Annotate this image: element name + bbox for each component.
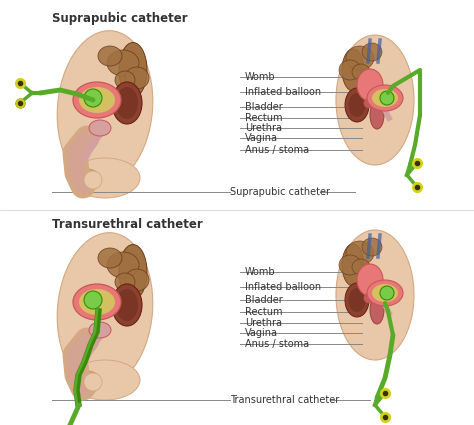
- Ellipse shape: [98, 248, 122, 268]
- Ellipse shape: [119, 42, 147, 97]
- Ellipse shape: [362, 238, 382, 256]
- Ellipse shape: [336, 230, 414, 360]
- Ellipse shape: [89, 120, 111, 136]
- Ellipse shape: [70, 158, 140, 198]
- Ellipse shape: [116, 289, 138, 321]
- Ellipse shape: [352, 259, 370, 275]
- Ellipse shape: [73, 169, 101, 191]
- Ellipse shape: [57, 31, 153, 185]
- Ellipse shape: [112, 284, 142, 326]
- Ellipse shape: [125, 269, 149, 291]
- Ellipse shape: [70, 360, 140, 400]
- Circle shape: [84, 89, 102, 107]
- Text: Vagina: Vagina: [245, 328, 278, 338]
- Ellipse shape: [336, 35, 414, 165]
- Ellipse shape: [115, 71, 135, 89]
- Ellipse shape: [115, 273, 135, 291]
- Ellipse shape: [79, 87, 115, 113]
- Ellipse shape: [346, 46, 374, 70]
- Text: Transurethral catheter: Transurethral catheter: [230, 395, 339, 405]
- Ellipse shape: [364, 98, 376, 108]
- Ellipse shape: [352, 64, 370, 80]
- Ellipse shape: [73, 82, 121, 118]
- Ellipse shape: [348, 93, 365, 117]
- Text: Anus / stoma: Anus / stoma: [245, 339, 309, 349]
- Circle shape: [380, 91, 394, 105]
- Ellipse shape: [348, 288, 365, 312]
- Text: Inflated balloon: Inflated balloon: [245, 282, 321, 292]
- Ellipse shape: [98, 46, 122, 66]
- Ellipse shape: [79, 289, 115, 315]
- Ellipse shape: [116, 87, 138, 119]
- Ellipse shape: [372, 89, 398, 107]
- Ellipse shape: [339, 60, 361, 80]
- Ellipse shape: [345, 88, 369, 122]
- Ellipse shape: [357, 264, 383, 296]
- Ellipse shape: [342, 244, 364, 286]
- Text: Womb: Womb: [245, 72, 275, 82]
- Text: Transurethral catheter: Transurethral catheter: [52, 218, 203, 231]
- Ellipse shape: [364, 293, 376, 303]
- Ellipse shape: [73, 371, 101, 393]
- Ellipse shape: [73, 284, 121, 320]
- Circle shape: [84, 373, 102, 391]
- Text: Urethra: Urethra: [245, 123, 282, 133]
- Text: Vagina: Vagina: [245, 133, 278, 143]
- Circle shape: [380, 286, 394, 300]
- Text: Suprapubic catheter: Suprapubic catheter: [52, 12, 188, 25]
- Text: Rectum: Rectum: [245, 307, 283, 317]
- Ellipse shape: [339, 255, 361, 275]
- Ellipse shape: [112, 82, 142, 124]
- Circle shape: [84, 171, 102, 189]
- Ellipse shape: [367, 85, 403, 111]
- Text: Womb: Womb: [245, 267, 275, 277]
- Ellipse shape: [372, 284, 398, 302]
- Ellipse shape: [125, 67, 149, 89]
- Text: Bladder: Bladder: [245, 295, 283, 305]
- Text: Rectum: Rectum: [245, 113, 283, 123]
- Ellipse shape: [57, 232, 153, 387]
- Ellipse shape: [357, 69, 383, 101]
- Text: Inflated balloon: Inflated balloon: [245, 87, 321, 97]
- Ellipse shape: [342, 49, 364, 91]
- Ellipse shape: [119, 244, 147, 300]
- Text: Bladder: Bladder: [245, 102, 283, 112]
- Ellipse shape: [367, 280, 403, 306]
- Ellipse shape: [107, 50, 139, 76]
- Text: Suprapubic catheter: Suprapubic catheter: [230, 187, 330, 197]
- Ellipse shape: [370, 296, 384, 324]
- Ellipse shape: [370, 101, 384, 129]
- Ellipse shape: [346, 241, 374, 265]
- Ellipse shape: [345, 283, 369, 317]
- Ellipse shape: [89, 322, 111, 338]
- Text: Urethra: Urethra: [245, 318, 282, 328]
- Ellipse shape: [362, 43, 382, 61]
- Text: Anus / stoma: Anus / stoma: [245, 145, 309, 155]
- Circle shape: [84, 291, 102, 309]
- Ellipse shape: [107, 252, 139, 278]
